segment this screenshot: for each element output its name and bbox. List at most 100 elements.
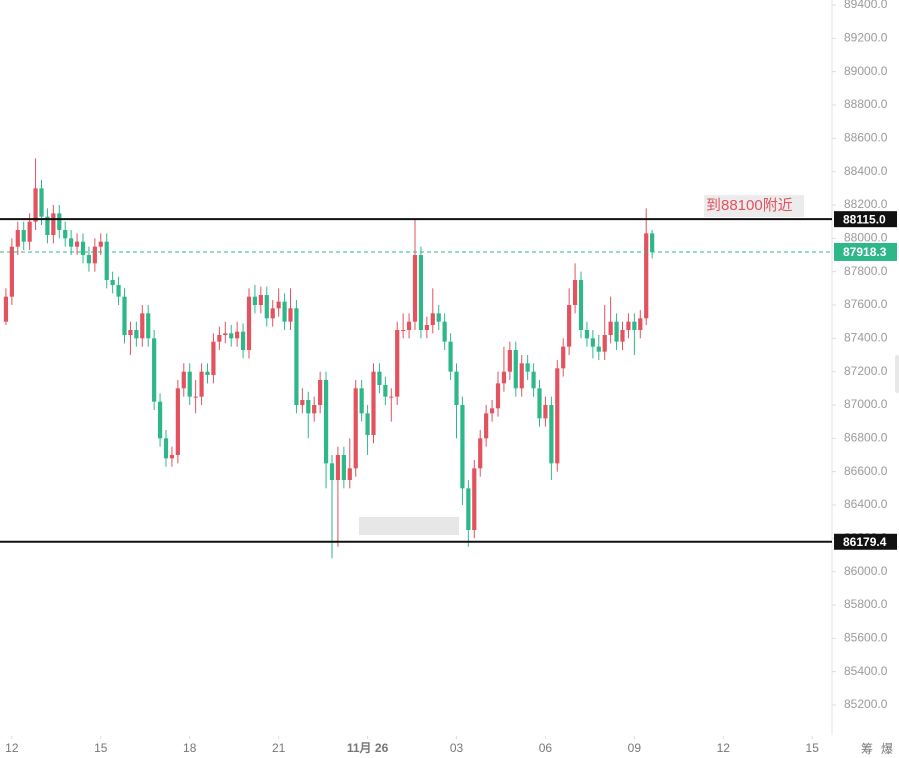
level-label: 86179.4 — [843, 535, 887, 549]
last-price-tag — [834, 242, 897, 261]
candle-body — [353, 388, 358, 469]
candle-body — [146, 313, 151, 339]
candle-body — [561, 346, 566, 369]
candle-body — [602, 335, 607, 352]
candle-body — [116, 285, 121, 297]
y-tick-label: 87800.0 — [844, 264, 888, 278]
candle-body — [401, 330, 406, 331]
candle-body — [424, 325, 429, 330]
candle-body — [620, 330, 625, 342]
candle-body — [638, 318, 643, 330]
y-tick-label: 85400.0 — [844, 664, 888, 678]
candle-body — [288, 308, 293, 322]
candle-body — [45, 216, 50, 235]
candle-body — [519, 363, 524, 389]
y-tick-label: 88000.0 — [844, 231, 888, 245]
candle-body — [323, 380, 329, 464]
x-tick-label: 11月 26 — [347, 741, 389, 755]
annotation: 到88100附近 — [706, 197, 793, 214]
y-tick-label: 86800.0 — [844, 431, 888, 445]
y-tick-label: 88800.0 — [844, 97, 888, 111]
candle-body — [578, 280, 584, 330]
candle-body — [294, 308, 299, 405]
candle-body — [104, 241, 109, 280]
y-tick-label: 85200.0 — [844, 697, 888, 711]
corner-label: 爆 — [881, 742, 893, 756]
candle-body — [567, 305, 572, 347]
candle-body — [525, 363, 530, 372]
candle-body — [140, 313, 145, 339]
candle-body — [501, 371, 507, 384]
candle-body — [86, 255, 92, 264]
candle-body — [276, 301, 281, 309]
candle-body — [590, 338, 595, 347]
x-tick-label: 15 — [806, 741, 820, 755]
annotation-box — [704, 195, 804, 217]
candle-body — [377, 371, 382, 385]
candle-body — [626, 321, 631, 330]
candle-body — [134, 330, 139, 339]
candle-body — [365, 413, 370, 435]
candle-body — [383, 385, 388, 397]
scroll-handle[interactable] — [895, 355, 899, 393]
candle-body — [264, 295, 269, 319]
candle-body — [300, 400, 305, 405]
candle-body — [584, 330, 590, 339]
candle-body — [63, 230, 68, 239]
candle-body — [430, 313, 435, 325]
candle-body — [341, 455, 346, 480]
y-tick-label: 86600.0 — [844, 464, 888, 478]
candle-body — [507, 350, 512, 372]
y-tick-label: 88200.0 — [844, 197, 888, 211]
x-tick-label: 12 — [5, 741, 19, 755]
y-tick-label: 89200.0 — [844, 31, 888, 45]
candle-body — [252, 296, 258, 305]
candle-body — [454, 371, 459, 405]
y-tick-label: 87600.0 — [844, 297, 888, 311]
candle-body — [211, 341, 216, 375]
y-tick-label: 87200.0 — [844, 364, 888, 378]
last-price-label: 87918.3 — [843, 245, 887, 259]
candle-body — [335, 455, 341, 480]
candle-body — [39, 188, 44, 217]
candle-body — [163, 438, 169, 459]
candle-body — [74, 241, 80, 247]
candle-body — [596, 346, 601, 352]
candle-body — [472, 468, 477, 530]
candle-body — [513, 350, 518, 389]
candle-body — [489, 408, 495, 414]
y-tick-label: 85800.0 — [844, 597, 888, 611]
candle-body — [199, 371, 204, 397]
candle-body — [175, 388, 180, 455]
candle-body — [51, 213, 56, 235]
candle-body — [258, 295, 263, 305]
candle-body — [371, 371, 376, 435]
candle-body — [80, 241, 86, 255]
y-tick-label: 85600.0 — [844, 631, 888, 645]
candle-body — [448, 341, 453, 372]
candle-body — [110, 280, 115, 285]
candle-body — [531, 371, 536, 389]
x-tick-label: 03 — [450, 741, 464, 755]
candle-body — [3, 296, 9, 322]
candle-body — [395, 330, 400, 397]
x-tick-label: 21 — [272, 741, 286, 755]
level-tag — [834, 533, 897, 550]
candle-body — [418, 255, 424, 330]
y-tick-label: 86400.0 — [844, 497, 888, 511]
candle-body — [543, 405, 548, 419]
candle-body — [614, 321, 619, 342]
candle-body — [478, 438, 483, 469]
candle-body — [632, 321, 637, 330]
candle-body — [549, 405, 554, 464]
candle-body — [270, 308, 275, 319]
candle-body — [21, 230, 26, 242]
y-tick-label: 89000.0 — [844, 64, 888, 78]
candle-body — [318, 380, 323, 405]
candle-body — [205, 371, 210, 375]
candle-body — [436, 313, 441, 322]
level-tag — [834, 211, 897, 228]
candle-body — [466, 488, 471, 530]
candle-body — [57, 213, 62, 230]
